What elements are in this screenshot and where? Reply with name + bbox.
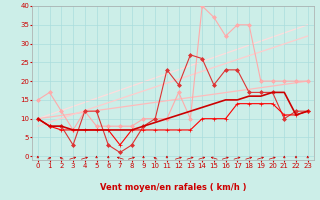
X-axis label: Vent moyen/en rafales ( km/h ): Vent moyen/en rafales ( km/h ) [100, 183, 246, 192]
